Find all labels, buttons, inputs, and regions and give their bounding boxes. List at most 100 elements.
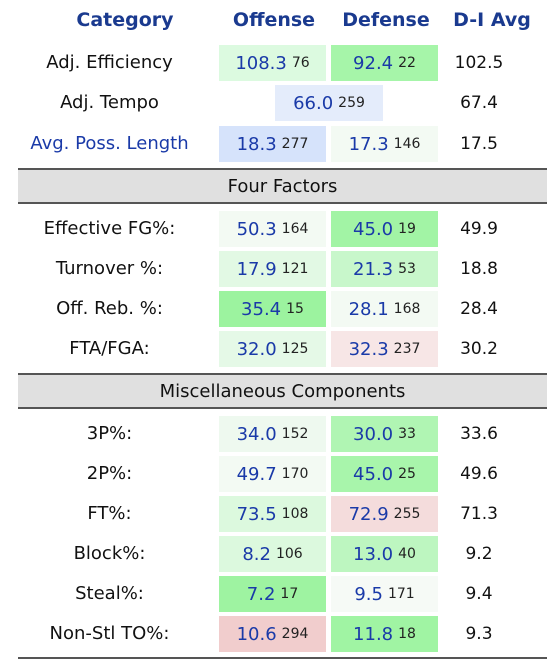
non-stl-to-d1-avg: 9.3 xyxy=(465,624,493,644)
adj-efficiency-offense-rank: 76 xyxy=(291,55,310,71)
row-label-block: Block%: xyxy=(73,543,146,564)
avg-poss-length-offense-value: 18.3 xyxy=(236,133,277,155)
efg-defense-rank: 19 xyxy=(398,221,416,237)
adj-tempo-d1-avg: 67.4 xyxy=(460,93,498,113)
3p-defense-rank: 33 xyxy=(398,426,416,442)
ft-defense: 72.9 255 xyxy=(331,496,438,532)
block-offense: 8.2 106 xyxy=(219,536,326,572)
adj-efficiency-defense-rank: 22 xyxy=(398,55,416,71)
non-stl-to-defense-rank: 18 xyxy=(398,626,416,642)
ft-defense-value: 72.9 xyxy=(348,503,389,525)
non-stl-to-defense: 11.8 18 xyxy=(331,616,438,652)
off-reb-d1-avg: 28.4 xyxy=(460,299,498,319)
turnover-d1-avg: 18.8 xyxy=(460,259,498,279)
off-reb-offense-value: 35.4 xyxy=(241,298,282,320)
fta-fga-d1-avg: 30.2 xyxy=(460,339,498,359)
adj-tempo-value: 66.0 xyxy=(293,92,334,114)
2p-defense: 45.0 25 xyxy=(331,456,438,492)
row-label-2p: 2P%: xyxy=(86,463,133,484)
fta-fga-defense-value: 32.3 xyxy=(348,338,389,360)
efg-d1-avg: 49.9 xyxy=(460,219,498,239)
2p-d1-avg: 49.6 xyxy=(460,464,498,484)
section-four-factors: Four Factors xyxy=(18,168,547,204)
fta-fga-offense-rank: 125 xyxy=(281,341,309,357)
steal-defense-value: 9.5 xyxy=(354,583,383,605)
header-defense: Defense xyxy=(342,9,430,31)
block-defense-value: 13.0 xyxy=(353,543,394,565)
ft-offense: 73.5 108 xyxy=(219,496,326,532)
adj-efficiency-d1-avg: 102.5 xyxy=(454,53,504,73)
steal-offense-value: 7.2 xyxy=(246,583,276,605)
ft-offense-value: 73.5 xyxy=(236,503,277,525)
fta-fga-offense-value: 32.0 xyxy=(236,338,277,360)
row-label-ft: FT%: xyxy=(87,503,132,524)
2p-defense-rank: 25 xyxy=(398,466,416,482)
fta-fga-defense-rank: 237 xyxy=(393,341,421,357)
block-defense-rank: 40 xyxy=(398,546,416,562)
avg-poss-length-offense: 18.3 277 xyxy=(219,126,326,162)
section-title: Four Factors xyxy=(227,175,338,197)
header-d1-avg: D-I Avg xyxy=(453,9,531,31)
3p-defense-value: 30.0 xyxy=(353,423,394,445)
adj-efficiency-offense: 108.3 76 xyxy=(219,45,326,81)
adj-efficiency-offense-value: 108.3 xyxy=(235,52,287,74)
steal-defense-rank: 171 xyxy=(387,586,415,602)
avg-poss-length-link[interactable]: Avg. Poss. Length xyxy=(30,133,189,154)
block-d1-avg: 9.2 xyxy=(465,544,493,564)
row-label-steal: Steal%: xyxy=(75,583,144,604)
row-label-fta-fga: FTA/FGA: xyxy=(69,338,150,359)
turnover-defense-rank: 53 xyxy=(398,261,416,277)
non-stl-to-offense-rank: 294 xyxy=(281,626,309,642)
efg-defense-value: 45.0 xyxy=(353,218,394,240)
steal-d1-avg: 9.4 xyxy=(465,584,493,604)
3p-defense: 30.0 33 xyxy=(331,416,438,452)
3p-d1-avg: 33.6 xyxy=(460,424,498,444)
row-label-3p: 3P%: xyxy=(86,423,133,444)
off-reb-defense-rank: 168 xyxy=(393,301,421,317)
row-label-adj-efficiency: Adj. Efficiency xyxy=(46,52,173,73)
row-label-adj-tempo: Adj. Tempo xyxy=(60,92,159,113)
row-label-off-reb: Off. Reb. %: xyxy=(56,298,163,319)
efg-offense-value: 50.3 xyxy=(236,218,277,240)
2p-offense-value: 49.7 xyxy=(236,463,277,485)
steal-offense-rank: 17 xyxy=(280,586,299,602)
off-reb-defense: 28.1 168 xyxy=(331,291,438,327)
3p-offense: 34.0 152 xyxy=(219,416,326,452)
efg-defense: 45.0 19 xyxy=(331,211,438,247)
header-offense: Offense xyxy=(232,9,316,31)
adj-tempo-value-cell: 66.0 259 xyxy=(275,85,383,121)
table-bottom-rule xyxy=(18,657,547,659)
avg-poss-length-defense: 17.3 146 xyxy=(331,126,438,162)
2p-offense: 49.7 170 xyxy=(219,456,326,492)
ft-d1-avg: 71.3 xyxy=(460,504,498,524)
avg-poss-length-defense-rank: 146 xyxy=(393,136,421,152)
non-stl-to-defense-value: 11.8 xyxy=(353,623,394,645)
non-stl-to-offense: 10.6 294 xyxy=(219,616,326,652)
adj-efficiency-defense: 92.4 22 xyxy=(331,45,438,81)
efg-offense: 50.3 164 xyxy=(219,211,326,247)
row-label-turnover: Turnover %: xyxy=(55,258,164,279)
steal-offense: 7.2 17 xyxy=(219,576,326,612)
fta-fga-offense: 32.0 125 xyxy=(219,331,326,367)
turnover-offense-rank: 121 xyxy=(281,261,309,277)
avg-poss-length-d1-avg: 17.5 xyxy=(460,134,498,154)
turnover-offense: 17.9 121 xyxy=(219,251,326,287)
off-reb-offense-rank: 15 xyxy=(286,301,304,317)
avg-poss-length-offense-rank: 277 xyxy=(281,136,309,152)
3p-offense-rank: 152 xyxy=(281,426,309,442)
ft-offense-rank: 108 xyxy=(281,506,309,522)
ft-defense-rank: 255 xyxy=(393,506,421,522)
avg-poss-length-defense-value: 17.3 xyxy=(348,133,389,155)
efg-offense-rank: 164 xyxy=(281,221,309,237)
off-reb-defense-value: 28.1 xyxy=(348,298,389,320)
section-title: Miscellaneous Components xyxy=(159,380,406,402)
off-reb-offense: 35.4 15 xyxy=(219,291,326,327)
fta-fga-defense: 32.3 237 xyxy=(331,331,438,367)
turnover-defense-value: 21.3 xyxy=(353,258,394,280)
3p-offense-value: 34.0 xyxy=(236,423,277,445)
non-stl-to-offense-value: 10.6 xyxy=(236,623,277,645)
2p-defense-value: 45.0 xyxy=(353,463,394,485)
block-offense-value: 8.2 xyxy=(242,543,271,565)
2p-offense-rank: 170 xyxy=(281,466,309,482)
